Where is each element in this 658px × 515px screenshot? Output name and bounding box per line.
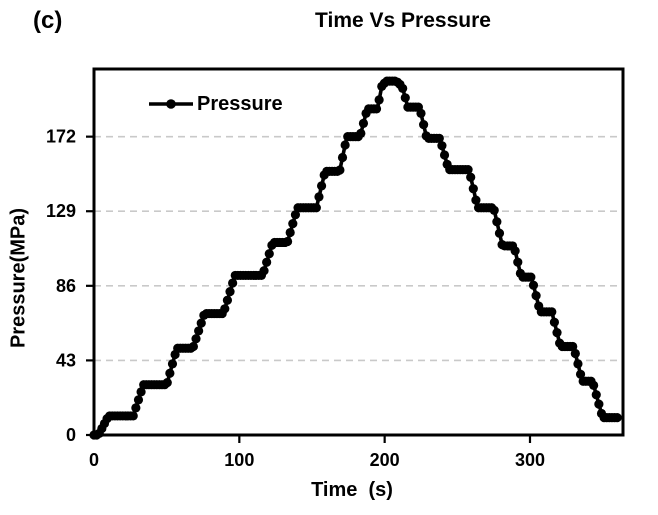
data-marker (262, 257, 272, 267)
data-marker (165, 368, 175, 378)
data-marker (311, 203, 321, 213)
data-marker (416, 108, 426, 119)
data-marker (264, 249, 274, 259)
data-marker (531, 291, 541, 301)
y-tick-label: 43 (56, 350, 76, 370)
data-marker (314, 192, 324, 202)
data-marker (335, 165, 345, 175)
data-marker (400, 93, 410, 103)
data-marker (136, 387, 146, 397)
x-tick-label: 300 (515, 450, 545, 470)
data-marker (589, 380, 599, 390)
data-marker (225, 287, 235, 297)
data-marker (466, 172, 476, 182)
data-marker (371, 104, 382, 114)
data-marker (285, 227, 295, 238)
data-marker (282, 236, 293, 247)
data-marker (288, 219, 298, 229)
data-marker (167, 359, 178, 369)
data-marker (591, 390, 601, 400)
data-marker (468, 184, 478, 194)
y-tick-label: 172 (46, 127, 76, 147)
data-marker (437, 141, 447, 151)
data-marker (222, 295, 233, 305)
data-marker (547, 307, 557, 317)
data-marker (513, 257, 523, 267)
data-marker (434, 133, 444, 143)
data-marker (494, 228, 505, 238)
data-marker (575, 369, 586, 379)
data-marker (133, 395, 144, 405)
data-marker (573, 359, 583, 369)
data-marker (612, 413, 622, 423)
data-marker (228, 278, 238, 288)
data-marker (463, 165, 473, 175)
y-tick-label: 86 (56, 276, 76, 296)
data-marker (131, 403, 141, 413)
data-marker (316, 181, 327, 191)
data-marker (358, 118, 369, 128)
data-marker (526, 272, 536, 282)
data-marker (398, 83, 408, 94)
data-marker (220, 304, 230, 314)
y-tick-label: 0 (66, 425, 76, 445)
data-marker (471, 195, 481, 205)
data-marker (162, 378, 172, 388)
x-tick-label: 100 (224, 450, 254, 470)
data-marker (340, 140, 350, 150)
chart-title: Time Vs Pressure (315, 9, 491, 32)
data-marker (510, 246, 520, 256)
data-marker (374, 95, 384, 105)
data-marker (128, 411, 138, 421)
legend: Pressure (148, 92, 283, 116)
data-marker (191, 334, 201, 344)
data-marker (489, 205, 499, 215)
data-marker (419, 120, 429, 130)
panel-label: (c) (33, 7, 63, 34)
x-tick-label: 200 (370, 450, 400, 470)
data-marker (259, 266, 269, 276)
data-marker (194, 326, 204, 336)
data-marker (196, 318, 206, 328)
y-axis-title: Pressure(MPa) (7, 207, 30, 349)
data-marker (188, 341, 199, 352)
y-tick-label: 129 (46, 201, 76, 221)
plot-frame (92, 67, 625, 437)
data-marker (356, 128, 366, 138)
x-axis-title: Time (s) (311, 479, 393, 501)
legend-label: Pressure (197, 92, 283, 115)
data-marker (552, 328, 562, 338)
data-marker (528, 280, 539, 290)
data-marker (337, 152, 348, 163)
data-marker (549, 317, 560, 327)
data-marker (568, 341, 578, 352)
data-marker (439, 150, 450, 160)
data-marker (290, 210, 301, 220)
data-marker (594, 399, 604, 409)
x-tick-label: 0 (89, 450, 99, 470)
data-marker (570, 348, 580, 359)
legend-line-marker-icon (149, 99, 193, 109)
data-marker (492, 217, 502, 227)
